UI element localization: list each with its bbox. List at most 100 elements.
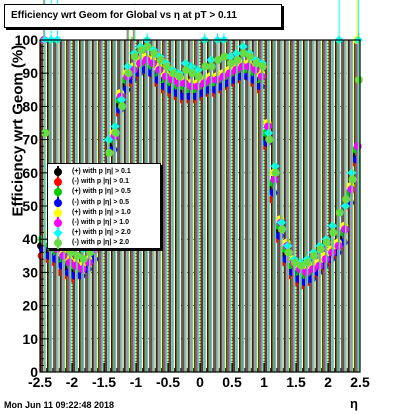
- data-point: [104, 135, 114, 145]
- data-point: [310, 251, 319, 260]
- timestamp-footer: Mon Jun 11 09:22:48 2018: [4, 400, 115, 410]
- x-tick-label: 0.5: [222, 374, 242, 390]
- data-point: [105, 148, 114, 157]
- data-point: [137, 45, 146, 54]
- data-point: [290, 258, 299, 267]
- data-point: [238, 62, 247, 71]
- data-point: [244, 62, 253, 71]
- data-point: [264, 122, 273, 131]
- data-point: [225, 69, 234, 78]
- legend-label: (+) with p |η| > 1.0: [72, 208, 131, 216]
- legend-marker: [53, 228, 63, 238]
- x-axis-label: η: [350, 396, 358, 411]
- data-point: [341, 201, 350, 211]
- legend-marker: [54, 188, 62, 197]
- data-point: [270, 175, 279, 184]
- data-point: [161, 72, 170, 81]
- x-tick-label: 0: [196, 374, 204, 390]
- legend-entry: (-) with p |η| > 1.0: [48, 217, 160, 229]
- data-point: [148, 59, 157, 68]
- x-tick-label: 1.5: [286, 374, 306, 390]
- legend-marker: [54, 208, 62, 217]
- data-point: [207, 62, 216, 71]
- legend-label: (-) with p |η| > 0.1: [72, 178, 130, 186]
- data-point: [117, 95, 126, 105]
- data-point: [143, 42, 152, 51]
- data-point: [193, 82, 202, 91]
- data-point: [246, 52, 255, 61]
- data-point: [316, 245, 325, 254]
- data-point: [270, 161, 280, 171]
- y-tick-label: 60: [22, 165, 38, 181]
- data-point: [174, 79, 183, 88]
- data-point: [251, 65, 260, 74]
- data-point: [86, 248, 95, 257]
- legend-label: (+) with p |η| > 0.5: [72, 188, 131, 196]
- data-point: [258, 62, 267, 71]
- data-point: [72, 261, 81, 270]
- y-tick-label: 30: [22, 264, 38, 280]
- data-point: [181, 58, 190, 68]
- y-tick-label: 40: [22, 231, 38, 247]
- data-point: [155, 65, 164, 74]
- data-point: [335, 208, 344, 217]
- data-point: [321, 255, 330, 264]
- legend-entry: (+) with p |η| > 1.0: [48, 206, 160, 219]
- data-point: [334, 241, 343, 250]
- data-point: [123, 62, 133, 72]
- data-point: [322, 238, 331, 247]
- y-tick-label: 0: [30, 364, 38, 380]
- data-point: [182, 65, 191, 74]
- data-point: [297, 261, 306, 270]
- data-point: [150, 49, 159, 58]
- legend-entry: (+) with p |η| > 0.1: [48, 166, 160, 178]
- data-point: [347, 185, 356, 194]
- data-point: [136, 59, 145, 68]
- legend-entry: (-) with p |η| > 0.1: [48, 176, 160, 189]
- y-tick-label: 20: [22, 298, 38, 314]
- x-tick-label: -0.5: [156, 374, 180, 390]
- data-point: [110, 121, 120, 131]
- legend-marker: [54, 198, 62, 207]
- data-point: [252, 59, 261, 68]
- x-tick-label: -1.5: [92, 374, 116, 390]
- y-tick-label: 90: [22, 65, 38, 81]
- data-point: [226, 59, 235, 68]
- data-point: [188, 69, 197, 78]
- data-point: [347, 168, 357, 178]
- axes: -2.5 -2 -1.5 -1 -0.5 0 0.5 1 1.5 2 2.5 0 10 20 30 40 50 6…: [15, 32, 370, 390]
- x-tick-label: 1: [260, 374, 268, 390]
- data-point: [257, 72, 266, 81]
- legend-label: (+) with p |η| > 0.1: [72, 168, 131, 175]
- data-point: [59, 251, 68, 260]
- data-point: [225, 52, 235, 62]
- data-point: [340, 225, 349, 234]
- data-point: [308, 265, 317, 274]
- data-point: [65, 258, 74, 267]
- legend-label: (-) with p |η| > 0.5: [72, 198, 130, 206]
- y-tick-label: 10: [22, 331, 38, 347]
- data-point: [302, 268, 311, 277]
- data-point: [162, 62, 171, 71]
- legend: (+) with p |η| > 0.1 (-) with p |η| > 0.1…: [47, 163, 161, 250]
- x-tick-label: 2.5: [350, 374, 370, 390]
- data-point: [156, 55, 165, 64]
- x-tick-label: 2: [324, 374, 332, 390]
- legend-label: (+) with p |η| > 2.0: [72, 229, 131, 237]
- legend-entry: (-) with p |η| > 2.0: [48, 237, 160, 250]
- legend-marker: [54, 239, 62, 248]
- data-point: [79, 255, 88, 264]
- chart-title: Efficiency wrt Geom for Global vs η at p…: [4, 4, 282, 28]
- data-point: [206, 55, 216, 65]
- legend-marker: [54, 219, 62, 227]
- data-point: [124, 69, 133, 78]
- data-point: [142, 55, 151, 64]
- y-axis-label: Efficiency wrt Geom (%): [9, 44, 27, 217]
- data-point: [328, 221, 338, 231]
- grid-lines: [39, 39, 361, 373]
- data-point: [168, 75, 177, 84]
- legend-marker: [54, 178, 62, 187]
- data-point: [232, 48, 242, 58]
- data-point: [342, 195, 351, 204]
- legend-entry: (-) with p |η| > 0.5: [48, 196, 160, 209]
